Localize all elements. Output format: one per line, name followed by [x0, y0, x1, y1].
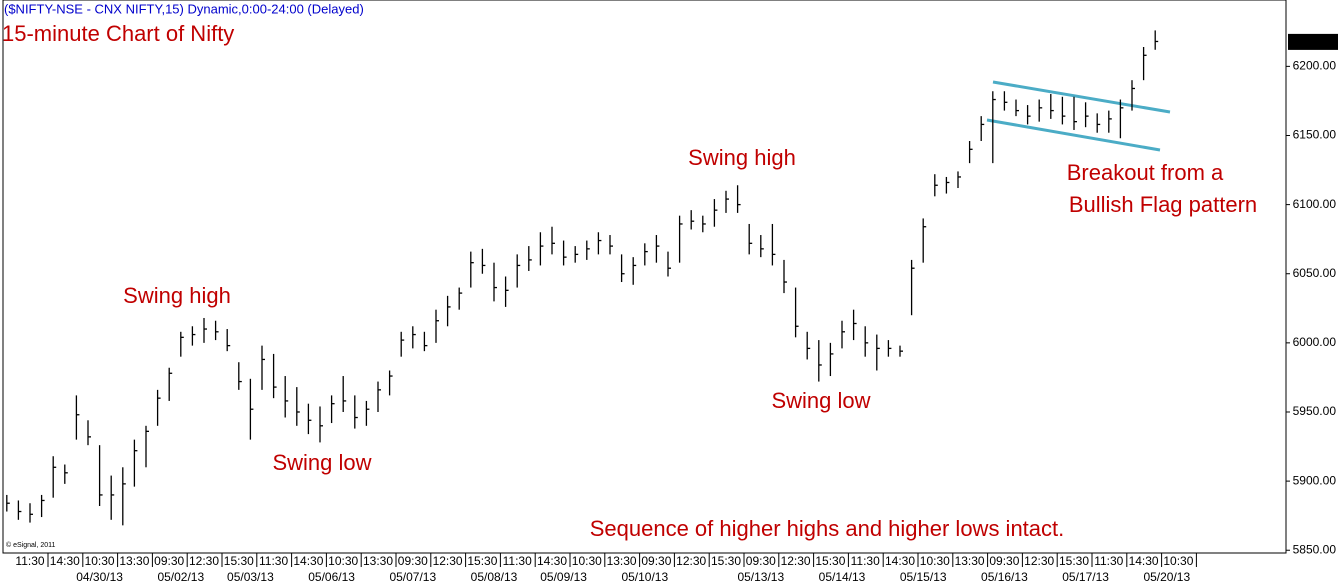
y-tick-label: 6100.00 — [1293, 197, 1337, 211]
x-date-label: 05/20/13 — [1143, 570, 1190, 584]
x-tick-label: 11:30 — [851, 554, 880, 568]
x-date-label: 05/10/13 — [621, 570, 668, 584]
x-tick-label: 11:30 — [1094, 554, 1123, 568]
flag-trendline — [992, 80, 1171, 114]
x-date-label: 05/08/13 — [471, 570, 518, 584]
annotation: Swing low — [771, 388, 870, 413]
x-tick-label: 11:30 — [15, 554, 44, 568]
x-tick-label: 15:30 — [224, 554, 254, 568]
x-tick-label: 11:30 — [259, 554, 288, 568]
x-date-label: 05/06/13 — [308, 570, 355, 584]
annotation: Swing low — [272, 450, 371, 475]
x-tick-label: 13:30 — [119, 554, 149, 568]
x-tick-label: 12:30 — [781, 554, 811, 568]
x-tick-label: 15:30 — [1059, 554, 1089, 568]
x-tick-label: 14:30 — [1129, 554, 1159, 568]
x-tick-label: 14:30 — [885, 554, 915, 568]
y-tick-label: 6000.00 — [1293, 335, 1337, 349]
x-tick-label: 10:30 — [920, 554, 950, 568]
y-tick-label: 5900.00 — [1293, 473, 1337, 487]
annotation: Swing high — [123, 283, 231, 308]
x-date-label: 05/17/13 — [1062, 570, 1109, 584]
x-tick-label: 13:30 — [363, 554, 393, 568]
x-date-label: 05/09/13 — [540, 570, 587, 584]
annotation: Sequence of higher highs and higher lows… — [590, 516, 1065, 541]
x-tick-label: 09:30 — [398, 554, 428, 568]
annotation: Swing high — [688, 145, 796, 170]
x-tick-label: 12:30 — [433, 554, 463, 568]
x-tick-label: 10:30 — [85, 554, 115, 568]
last-price-label: 6217.70 — [1293, 34, 1337, 48]
x-tick-label: 15:30 — [467, 554, 497, 568]
y-tick-label: 6150.00 — [1293, 128, 1337, 142]
x-tick-label: 12:30 — [676, 554, 706, 568]
y-tick-label: 6050.00 — [1293, 266, 1337, 280]
x-tick-label: 12:30 — [1024, 554, 1054, 568]
y-tick-label: 5850.00 — [1293, 542, 1337, 556]
x-tick-label: 09:30 — [989, 554, 1019, 568]
y-tick-label: 5950.00 — [1293, 404, 1337, 418]
x-tick-label: 13:30 — [607, 554, 637, 568]
x-tick-label: 15:30 — [815, 554, 845, 568]
x-tick-label: 10:30 — [1163, 554, 1193, 568]
x-date-label: 05/07/13 — [389, 570, 436, 584]
x-date-label: 05/02/13 — [157, 570, 204, 584]
plot-frame — [2, 0, 1287, 554]
x-date-label: 04/30/13 — [76, 570, 123, 584]
copyright: © eSignal, 2011 — [6, 541, 56, 549]
last-price-box — [1288, 33, 1338, 50]
x-tick-label: 10:30 — [328, 554, 358, 568]
x-tick-label: 12:30 — [189, 554, 219, 568]
x-tick-label: 14:30 — [293, 554, 323, 568]
x-tick-label: 10:30 — [572, 554, 602, 568]
chart-header: ($NIFTY-NSE - CNX NIFTY,15) Dynamic,0:00… — [4, 1, 364, 16]
annotation: Bullish Flag pattern — [1069, 192, 1257, 217]
x-tick-label: 14:30 — [50, 554, 80, 568]
x-date-label: 05/16/13 — [981, 570, 1028, 584]
x-tick-label: 09:30 — [154, 554, 184, 568]
x-tick-label: 09:30 — [641, 554, 671, 568]
annotation: Breakout from a — [1067, 160, 1224, 185]
x-tick-label: 09:30 — [746, 554, 776, 568]
x-date-label: 05/03/13 — [227, 570, 274, 584]
chart-title: 15-minute Chart of Nifty — [2, 21, 234, 46]
x-tick-label: 15:30 — [711, 554, 741, 568]
x-date-label: 05/14/13 — [819, 570, 866, 584]
y-tick-label: 6200.00 — [1293, 59, 1337, 73]
flag-trendline — [986, 118, 1161, 152]
x-tick-label: 13:30 — [955, 554, 985, 568]
x-date-label: 05/13/13 — [737, 570, 784, 584]
x-tick-label: 14:30 — [537, 554, 567, 568]
x-date-label: 05/15/13 — [900, 570, 947, 584]
x-tick-label: 11:30 — [503, 554, 532, 568]
